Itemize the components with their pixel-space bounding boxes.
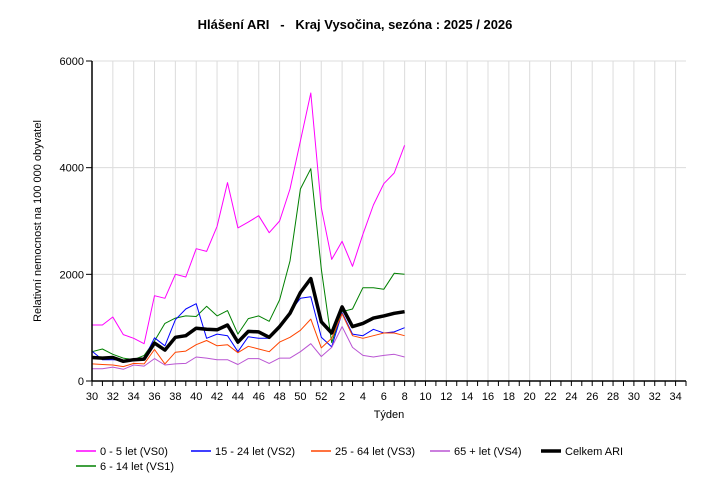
x-tick-label: 14 — [461, 391, 473, 403]
x-tick-label: 28 — [607, 391, 619, 403]
x-tick-label: 46 — [253, 391, 265, 403]
x-tick-label: 40 — [190, 391, 202, 403]
x-tick-label: 22 — [544, 391, 556, 403]
series-line-65-let-vs4- — [92, 326, 405, 370]
x-tick-label: 16 — [482, 391, 494, 403]
x-tick-label: 36 — [148, 391, 160, 403]
x-tick-label: 50 — [294, 391, 306, 403]
grid — [92, 60, 686, 381]
chart-title: Hlášení ARI - Kraj Vysočina, sezóna : 20… — [198, 17, 513, 32]
legend-label: 6 - 14 let (VS1) — [100, 461, 174, 473]
x-tick-label: 26 — [586, 391, 598, 403]
series-line-6-14-let-vs1- — [91, 168, 405, 361]
x-tick-label: 32 — [107, 391, 119, 403]
x-tick-label: 12 — [440, 391, 452, 403]
legend-label: 65 + let (VS4) — [454, 446, 522, 458]
x-tick-label: 52 — [315, 391, 327, 403]
x-tick-label: 20 — [524, 391, 536, 403]
x-tick-label: 38 — [169, 391, 181, 403]
y-tick-label: 6000 — [60, 56, 84, 68]
x-tick-label: 42 — [211, 391, 223, 403]
x-tick-label: 48 — [273, 391, 285, 403]
x-tick-label: 30 — [86, 391, 98, 403]
legend-label: 15 - 24 let (VS2) — [215, 446, 295, 458]
x-tick-label: 34 — [128, 391, 140, 403]
x-tick-label: 6 — [381, 391, 387, 403]
y-tick-label: 2000 — [60, 269, 84, 281]
x-tick-label: 34 — [669, 391, 681, 403]
series-line-celkem-ari — [91, 276, 405, 364]
x-tick-label: 8 — [402, 391, 408, 403]
x-tick-label: 10 — [419, 391, 431, 403]
legend-label: Celkem ARI — [565, 446, 623, 458]
series-lines — [91, 92, 406, 370]
x-tick-label: 4 — [360, 391, 366, 403]
series-line-25-64-let-vs3- — [91, 313, 405, 368]
x-tick-label: 18 — [503, 391, 515, 403]
x-axis-label: Týden — [374, 409, 405, 421]
series-line-0-5-let-vs0- — [92, 92, 406, 345]
x-tick-label: 24 — [565, 391, 577, 403]
x-tick-label: 44 — [232, 391, 244, 403]
legend-label: 0 - 5 let (VS0) — [100, 446, 168, 458]
x-tick-label: 30 — [628, 391, 640, 403]
x-tick-label: 2 — [339, 391, 345, 403]
y-tick-label: 0 — [78, 376, 84, 388]
x-tick-label: 32 — [649, 391, 661, 403]
legend-label: 25 - 64 let (VS3) — [335, 446, 415, 458]
y-tick-label: 4000 — [60, 163, 84, 175]
legend: 0 - 5 let (VS0) 15 - 24 let (VS2) 25 - 64 … — [76, 446, 623, 473]
y-axis-label: Relativní nemocnost na 100 000 obyvatel — [32, 120, 44, 322]
